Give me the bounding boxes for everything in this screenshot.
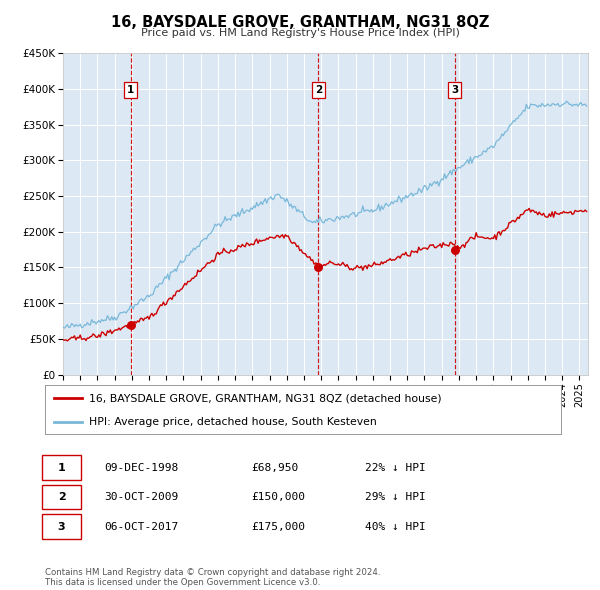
- Text: 22% ↓ HPI: 22% ↓ HPI: [365, 463, 425, 473]
- Text: £150,000: £150,000: [251, 492, 305, 502]
- Text: 2: 2: [314, 85, 322, 95]
- Text: 3: 3: [58, 522, 65, 532]
- Text: 1: 1: [58, 463, 65, 473]
- FancyBboxPatch shape: [43, 455, 81, 480]
- Text: Price paid vs. HM Land Registry's House Price Index (HPI): Price paid vs. HM Land Registry's House …: [140, 28, 460, 38]
- Text: HPI: Average price, detached house, South Kesteven: HPI: Average price, detached house, Sout…: [89, 417, 377, 427]
- Text: 40% ↓ HPI: 40% ↓ HPI: [365, 522, 425, 532]
- Text: £68,950: £68,950: [251, 463, 299, 473]
- Text: 2: 2: [58, 492, 65, 502]
- Text: 16, BAYSDALE GROVE, GRANTHAM, NG31 8QZ: 16, BAYSDALE GROVE, GRANTHAM, NG31 8QZ: [111, 15, 489, 30]
- Text: 09-DEC-1998: 09-DEC-1998: [104, 463, 179, 473]
- Text: 1: 1: [127, 85, 134, 95]
- FancyBboxPatch shape: [43, 514, 81, 539]
- Text: £175,000: £175,000: [251, 522, 305, 532]
- Text: 16, BAYSDALE GROVE, GRANTHAM, NG31 8QZ (detached house): 16, BAYSDALE GROVE, GRANTHAM, NG31 8QZ (…: [89, 394, 442, 404]
- FancyBboxPatch shape: [43, 485, 81, 509]
- Text: 29% ↓ HPI: 29% ↓ HPI: [365, 492, 425, 502]
- Text: 3: 3: [451, 85, 458, 95]
- Text: 06-OCT-2017: 06-OCT-2017: [104, 522, 179, 532]
- Text: 30-OCT-2009: 30-OCT-2009: [104, 492, 179, 502]
- Text: Contains HM Land Registry data © Crown copyright and database right 2024.
This d: Contains HM Land Registry data © Crown c…: [45, 568, 380, 587]
